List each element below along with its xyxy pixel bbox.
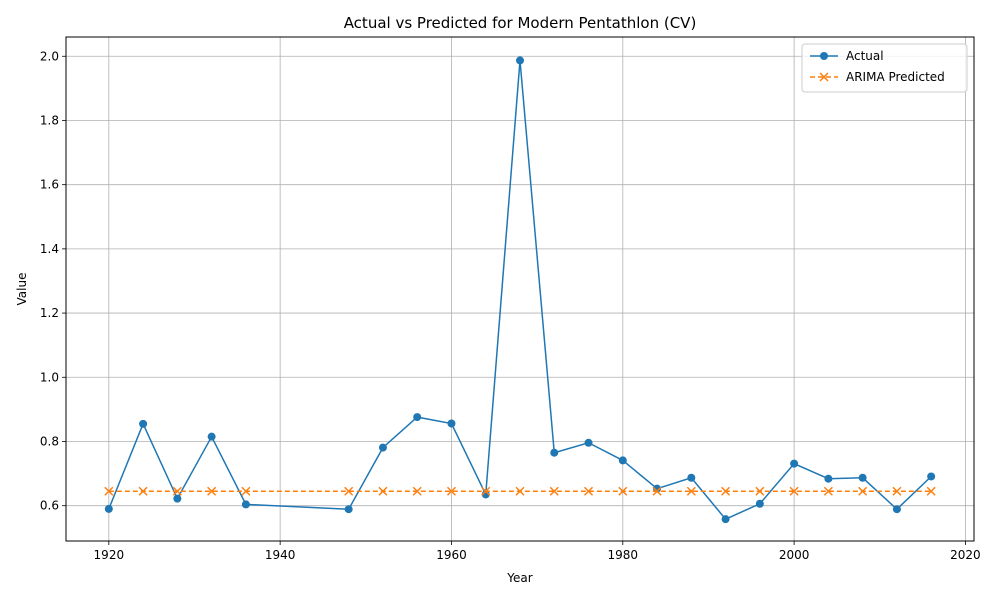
legend: Actual ARIMA Predicted [801,43,968,93]
arima-predicted-data-point [858,486,868,496]
arima-predicted-data-point [823,486,833,496]
arima-predicted-data-point [104,486,114,496]
actual-data-point [755,499,764,508]
actual-data-point [584,438,593,447]
y-tick-label: 1.2 [40,306,59,320]
actual-data-point [892,505,901,514]
plot-frame [65,36,975,542]
arima-predicted-data-point [755,486,765,496]
y-tick-label: 0.8 [40,434,59,448]
actual-data-point [858,473,867,482]
x-tick-label: 2000 [779,548,810,562]
actual-data-point [447,419,456,428]
actual-data-point [378,443,387,452]
y-tick-label: 0.6 [40,499,59,513]
actual-data-point [790,459,799,468]
actual-data-point [241,500,250,509]
actual-data-point [207,432,216,441]
arima-predicted-data-point [344,486,354,496]
actual-data-point [721,515,730,524]
series-layer [104,56,936,524]
arima-predicted-data-point [378,486,388,496]
actual-data-point [516,56,524,65]
y-tick-label: 2.0 [40,49,59,63]
arima-predicted-data-point [583,486,594,496]
arima-predicted-data-point [892,486,902,496]
x-tick-label: 1940 [265,548,296,562]
arima-predicted-data-point [926,486,936,496]
actual-data-point [550,448,559,457]
legend-actual-marker [820,52,828,60]
actual-data-point [824,474,833,483]
y-tick-label: 1.6 [40,178,59,192]
arima-predicted-data-point [241,486,251,496]
arima-predicted-data-point [138,486,148,496]
y-tick-label: 1.4 [40,242,59,256]
x-tick-label: 1920 [94,548,125,562]
legend-actual-label: Actual [846,49,884,63]
arima-predicted-data-point [412,486,422,496]
arima-predicted-data-point [549,486,559,496]
arima-predicted-data-point [207,486,217,496]
y-axis-title: Value [15,273,29,306]
actual-data-point [927,472,936,481]
y-tick-label: 1.0 [40,370,59,384]
legend-box [801,43,968,93]
arima-predicted-data-point [515,486,525,496]
y-tick-label: 1.8 [40,113,59,127]
actual-data-point [413,413,422,422]
arima-predicted-data-point [652,486,662,496]
actual-data-point [687,473,696,482]
arima-predicted-data-point [789,486,799,496]
legend-predicted-marker [819,72,829,82]
arima-predicted-data-point [721,486,731,496]
arima-predicted-data-point [481,486,491,496]
actual-data-point [104,504,113,513]
legend-predicted-label: ARIMA Predicted [846,70,945,84]
actual-data-point [139,419,148,428]
arima-predicted-data-point [618,486,628,496]
x-tick-label: 1960 [436,548,467,562]
x-tick-label: 1980 [608,548,639,562]
axis-ticks: 1920 1940 1960 1980 2000 2020 0.6 0.8 1.0 1.2 1.4 1… [40,49,981,562]
actual-data-point [618,456,627,465]
grid-lines [66,37,974,541]
arima-predicted-data-point [686,486,696,496]
x-tick-label: 2020 [950,548,981,562]
chart-title: Actual vs Predicted for Modern Pentathlo… [344,14,697,32]
actual-data-point [173,494,182,503]
arima-predicted-data-point [446,486,457,496]
x-axis-title: Year [506,571,532,585]
actual-data-point [344,505,353,514]
arima-predicted-data-point [172,486,182,496]
